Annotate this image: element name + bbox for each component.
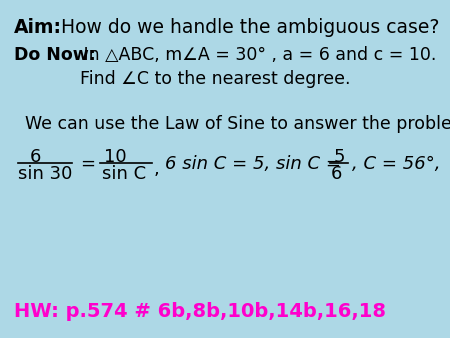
Text: 6 sin C = 5, sin C =: 6 sin C = 5, sin C = (165, 155, 341, 173)
Text: How do we handle the ambiguous case?: How do we handle the ambiguous case? (55, 18, 439, 37)
Text: Find ∠C to the nearest degree.: Find ∠C to the nearest degree. (14, 70, 351, 88)
Text: =: = (80, 155, 95, 173)
Text: In △ABC, m∠A = 30° , a = 6 and c = 10.: In △ABC, m∠A = 30° , a = 6 and c = 10. (78, 46, 436, 64)
Text: 6: 6 (331, 165, 342, 183)
Text: Aim:: Aim: (14, 18, 62, 37)
Text: HW: p.574 # 6b,8b,10b,14b,16,18: HW: p.574 # 6b,8b,10b,14b,16,18 (14, 302, 386, 321)
Text: Do Now:: Do Now: (14, 46, 96, 64)
Text: 10: 10 (104, 148, 126, 166)
Text: 6: 6 (30, 148, 41, 166)
Text: 5: 5 (334, 148, 346, 166)
Text: , C = 56°,: , C = 56°, (352, 155, 441, 173)
Text: sin C: sin C (102, 165, 146, 183)
Text: sin 30: sin 30 (18, 165, 72, 183)
Text: We can use the Law of Sine to answer the problem.: We can use the Law of Sine to answer the… (14, 115, 450, 133)
Text: ,: , (154, 160, 160, 178)
